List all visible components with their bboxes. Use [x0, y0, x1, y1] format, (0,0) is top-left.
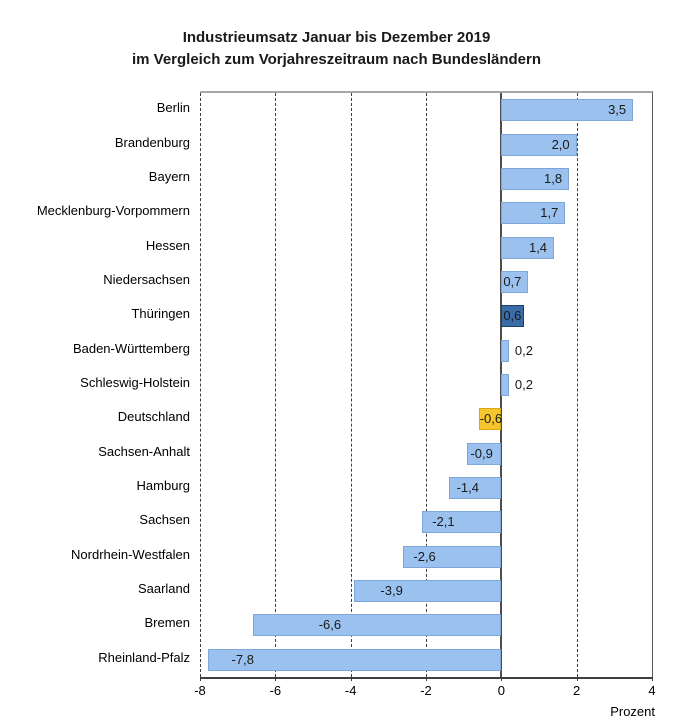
plot-area: 3,5 2,0 1,8 1,7 1,4 0,7 0,6 0,2 0,2 -0,6 -0,9 -1,4 -… [200, 91, 653, 679]
chart-title-line2: im Vergleich zum Vorjahreszeitraum nach … [131, 51, 541, 68]
value-label: 0,2 [514, 342, 533, 358]
gridline-2 [576, 93, 578, 677]
category-label: Schleswig-Holstein [80, 375, 190, 390]
chart-title: Industrieumsatz Januar bis Dezember 2019… [0, 27, 673, 71]
bar-mecklenburg-vorpommern [501, 202, 566, 225]
value-label: -0,6 [479, 411, 503, 427]
category-label: Sachsen [139, 512, 190, 528]
gridline--8 [200, 93, 201, 677]
x-tick-label: 0 [497, 683, 505, 698]
bar-bayern [501, 167, 570, 190]
bar-baden-w-rttemberg [501, 339, 509, 362]
bar-sachsen-anhalt [467, 442, 502, 465]
category-label: Bayern [148, 168, 190, 184]
value-label: -7,8 [231, 651, 254, 667]
value-label: -1,4 [456, 480, 479, 496]
value-label: 1,7 [540, 205, 559, 221]
category-label: Niedersachsen [103, 271, 190, 287]
x-axis-tick [200, 677, 201, 681]
x-tick-label: -8 [194, 683, 206, 698]
bar-sachsen [422, 511, 502, 534]
x-tick-label: -2 [420, 683, 432, 698]
x-tick-label: 2 [573, 683, 581, 698]
x-axis-tick [501, 677, 503, 681]
value-label: 0,7 [503, 273, 522, 289]
bar-berlin [501, 99, 634, 122]
bar-hessen [501, 236, 555, 259]
bar-rheinland-pfalz [207, 648, 502, 671]
value-label: 2,0 [551, 136, 570, 152]
value-label: 1,4 [528, 239, 548, 255]
category-label: Berlin [156, 100, 190, 116]
x-axis-tick [426, 677, 427, 681]
value-label: -3,9 [380, 583, 403, 599]
bar-brandenburg [501, 133, 577, 156]
bar-schleswig-holstein [501, 374, 509, 396]
category-label: Bremen [144, 615, 190, 631]
bar-hamburg [448, 477, 502, 500]
x-axis-tick [576, 677, 578, 681]
category-label: Baden-Württemberg [72, 340, 190, 356]
value-label: 0,2 [514, 377, 533, 392]
x-tick-label: 4 [648, 683, 656, 698]
x-tick-label: -6 [269, 683, 282, 698]
category-label: Rheinland-Pfalz [98, 649, 190, 665]
category-label: Sachsen-Anhalt [98, 443, 190, 459]
category-label: Thüringen [131, 306, 190, 322]
gridline--2 [426, 93, 427, 677]
bar-saarland [354, 580, 502, 603]
bar-th-ringen [501, 305, 524, 328]
category-label: Nordrhein-Westfalen [71, 546, 190, 562]
bar-nordrhein-westfalen [403, 545, 502, 568]
category-label: Hessen [145, 237, 190, 253]
category-label: Brandenburg [114, 134, 190, 150]
category-label: Mecklenburg-Vorpommern [36, 203, 190, 219]
bar-niedersachsen [501, 270, 528, 293]
value-label: -0,9 [470, 445, 493, 461]
bar-bremen [252, 614, 502, 637]
value-label: 0,6 [503, 308, 522, 324]
value-label: -6,6 [318, 617, 342, 633]
value-label: -2,6 [413, 548, 436, 564]
x-axis-tick [275, 677, 277, 681]
value-label: -2,1 [432, 514, 455, 530]
category-label: Hamburg [136, 478, 190, 494]
gridline--4 [350, 93, 352, 677]
value-label: 3,5 [608, 102, 627, 118]
category-label: Saarland [137, 581, 190, 597]
category-label: Deutschland [117, 409, 190, 425]
x-axis-tick [350, 677, 352, 681]
gridline--6 [275, 93, 277, 677]
value-label: 1,8 [544, 170, 563, 186]
x-axis-tick [652, 677, 653, 681]
x-tick-label: -4 [344, 683, 357, 698]
x-axis-label: Prozent [610, 704, 655, 719]
bar-deutschland [478, 408, 502, 431]
chart-title-line1: Industrieumsatz Januar bis Dezember 2019 [182, 29, 491, 46]
